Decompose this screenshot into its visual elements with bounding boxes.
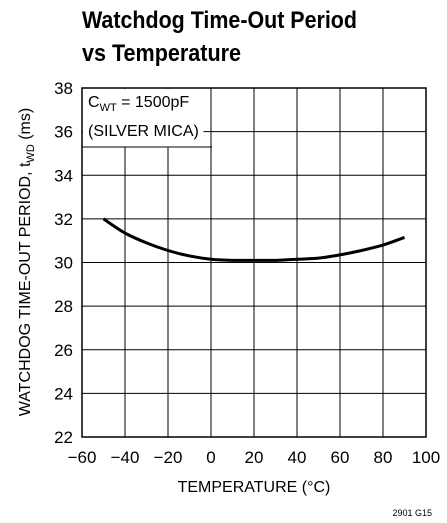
gridlines bbox=[82, 88, 426, 437]
y-axis-label: WATCHDOG TIME-OUT PERIOD, tWD (ms) bbox=[17, 108, 37, 416]
annotation-subscript: WT bbox=[100, 102, 117, 114]
x-tick-label: 40 bbox=[288, 448, 307, 467]
figure-id: 2901 G15 bbox=[392, 508, 432, 518]
annotation-box: CWT = 1500pF (SILVER MICA) bbox=[82, 89, 212, 148]
x-tick-label: −20 bbox=[154, 448, 183, 467]
chart-title-line-1: Watchdog Time-Out Period bbox=[82, 7, 357, 34]
y-tick-label: 32 bbox=[54, 210, 73, 229]
y-axis-label-text: WATCHDOG TIME-OUT PERIOD, t bbox=[17, 162, 34, 416]
y-tick-label: 36 bbox=[54, 123, 73, 142]
annotation-background bbox=[83, 89, 204, 147]
annotation-value: = 1500pF bbox=[117, 94, 190, 111]
x-tick-label: −60 bbox=[68, 448, 97, 467]
annotation-note: (SILVER MICA) bbox=[88, 123, 199, 140]
y-axis-label-subscript: WD bbox=[25, 144, 37, 162]
chart-title-line-2: vs Temperature bbox=[82, 40, 241, 67]
annotation-capacitor-value: CWT = 1500pF bbox=[88, 94, 189, 114]
x-tick-labels: −60 −40 −20 0 20 40 60 80 100 bbox=[68, 448, 441, 467]
x-tick-label: 80 bbox=[374, 448, 393, 467]
series-line-timeout-period bbox=[102, 217, 406, 262]
x-tick-label: 0 bbox=[206, 448, 215, 467]
y-tick-label: 38 bbox=[54, 79, 73, 98]
x-tick-label: 60 bbox=[331, 448, 350, 467]
y-tick-label: 28 bbox=[54, 297, 73, 316]
x-axis-label: TEMPERATURE (°C) bbox=[178, 479, 331, 496]
x-tick-label: −40 bbox=[111, 448, 140, 467]
y-tick-label: 30 bbox=[54, 254, 73, 273]
y-tick-label: 34 bbox=[54, 166, 73, 185]
y-axis-label-unit: (ms) bbox=[17, 108, 34, 144]
y-tick-labels: 22 24 26 28 30 32 34 36 38 bbox=[54, 79, 73, 447]
plot-frame bbox=[81, 87, 427, 438]
x-tick-label: 20 bbox=[245, 448, 264, 467]
y-tick-label: 24 bbox=[54, 384, 73, 403]
annotation-symbol: C bbox=[88, 94, 100, 111]
y-tick-label: 26 bbox=[54, 341, 73, 360]
y-tick-label: 22 bbox=[54, 428, 73, 447]
x-tick-label: 100 bbox=[412, 448, 440, 467]
